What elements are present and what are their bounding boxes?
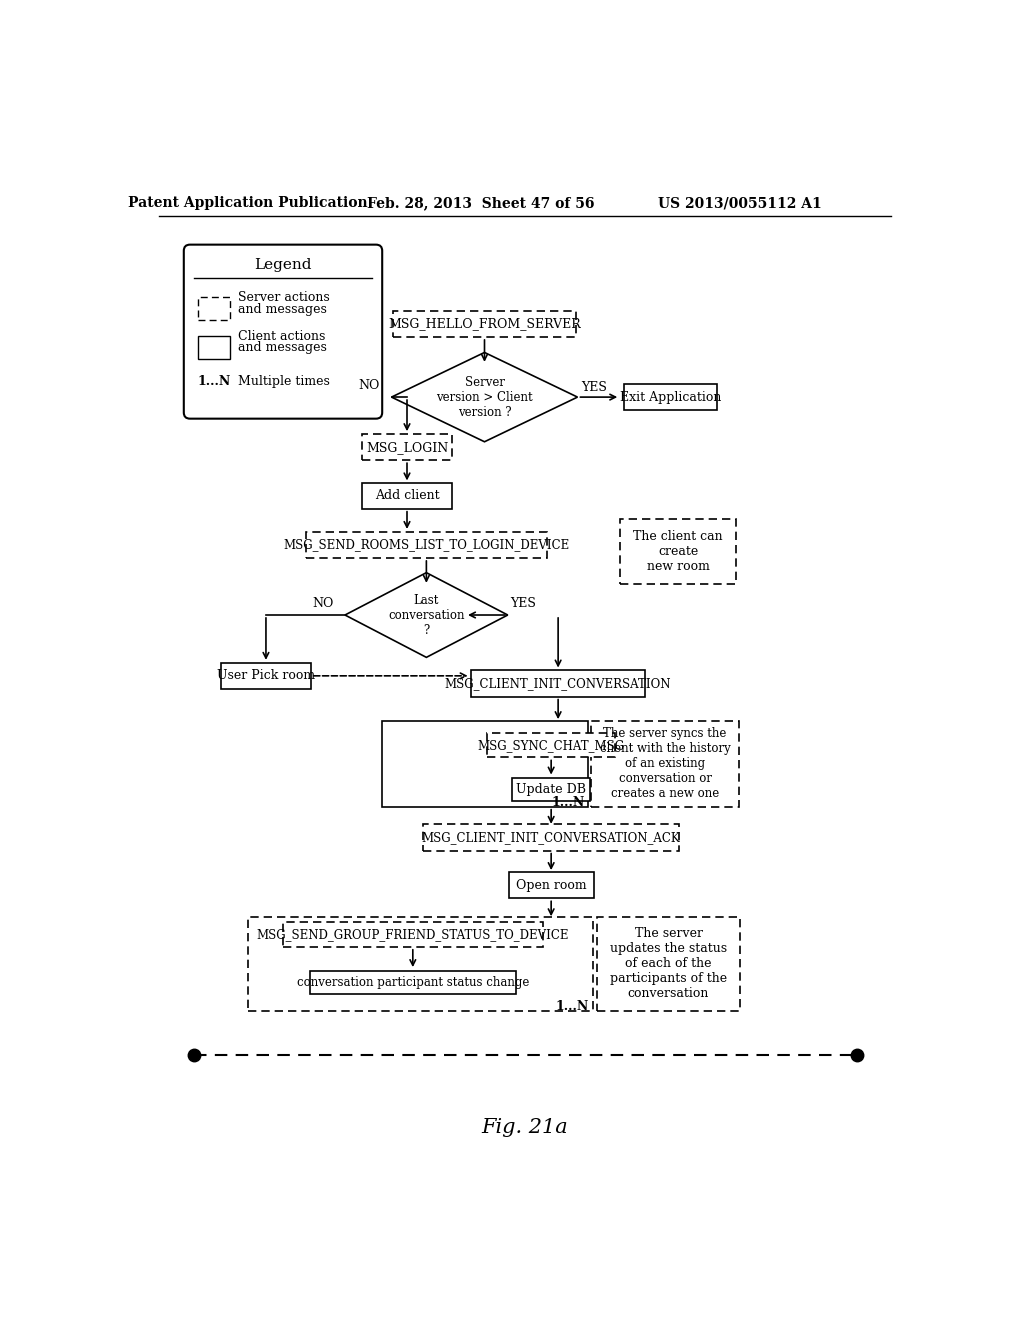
Text: 1...N: 1...N	[198, 375, 231, 388]
FancyBboxPatch shape	[362, 434, 452, 461]
Text: conversation participant status change: conversation participant status change	[297, 975, 529, 989]
FancyBboxPatch shape	[509, 873, 594, 899]
Text: MSG_CLIENT_INIT_CONVERSATION_ACK: MSG_CLIENT_INIT_CONVERSATION_ACK	[422, 832, 681, 843]
Text: US 2013/0055112 A1: US 2013/0055112 A1	[658, 197, 822, 210]
FancyBboxPatch shape	[393, 312, 575, 337]
FancyBboxPatch shape	[512, 779, 590, 801]
FancyBboxPatch shape	[221, 663, 310, 689]
FancyBboxPatch shape	[592, 721, 738, 807]
Text: 1...N: 1...N	[556, 999, 589, 1012]
Text: NO: NO	[312, 597, 334, 610]
FancyBboxPatch shape	[597, 917, 740, 1011]
Text: Add client: Add client	[375, 490, 439, 502]
FancyBboxPatch shape	[362, 483, 452, 508]
Text: Feb. 28, 2013  Sheet 47 of 56: Feb. 28, 2013 Sheet 47 of 56	[367, 197, 594, 210]
Polygon shape	[345, 573, 508, 657]
Polygon shape	[391, 352, 578, 442]
Text: and messages: and messages	[238, 342, 327, 354]
Text: and messages: and messages	[238, 302, 327, 315]
Text: MSG_SYNC_CHAT_MSG: MSG_SYNC_CHAT_MSG	[477, 739, 625, 751]
Text: The client can
create
new room: The client can create new room	[634, 531, 723, 573]
FancyBboxPatch shape	[306, 532, 547, 558]
Text: NO: NO	[358, 379, 380, 392]
Text: Server actions: Server actions	[238, 292, 330, 305]
Text: Multiple times: Multiple times	[238, 375, 330, 388]
Text: MSG_CLIENT_INIT_CONVERSATION: MSG_CLIENT_INIT_CONVERSATION	[444, 677, 672, 690]
FancyBboxPatch shape	[621, 519, 736, 585]
Text: MSG_LOGIN: MSG_LOGIN	[366, 441, 449, 454]
Text: Patent Application Publication: Patent Application Publication	[128, 197, 368, 210]
Text: YES: YES	[510, 597, 536, 610]
FancyBboxPatch shape	[183, 244, 382, 418]
Text: MSG_HELLO_FROM_SERVER: MSG_HELLO_FROM_SERVER	[388, 317, 581, 330]
FancyBboxPatch shape	[283, 923, 543, 946]
FancyBboxPatch shape	[198, 297, 230, 321]
FancyBboxPatch shape	[198, 335, 230, 359]
Text: The server syncs the
client with the history
of an existing
conversation or
crea: The server syncs the client with the his…	[600, 727, 730, 800]
FancyBboxPatch shape	[310, 970, 515, 994]
Text: YES: YES	[582, 380, 607, 393]
FancyBboxPatch shape	[624, 384, 717, 411]
FancyBboxPatch shape	[382, 721, 588, 807]
Text: Update DB: Update DB	[516, 783, 586, 796]
Text: Exit Application: Exit Application	[620, 391, 721, 404]
FancyBboxPatch shape	[487, 733, 615, 758]
Text: The server
updates the status
of each of the
participants of the
conversation: The server updates the status of each of…	[610, 928, 727, 1001]
Text: Last
conversation
?: Last conversation ?	[388, 594, 465, 636]
Text: MSG_SEND_GROUP_FRIEND_STATUS_TO_DEVICE: MSG_SEND_GROUP_FRIEND_STATUS_TO_DEVICE	[257, 928, 569, 941]
Text: Client actions: Client actions	[238, 330, 326, 343]
Text: Legend: Legend	[254, 257, 311, 272]
Text: Fig. 21a: Fig. 21a	[481, 1118, 568, 1137]
FancyBboxPatch shape	[248, 917, 593, 1011]
Text: Server
version > Client
version ?: Server version > Client version ?	[436, 376, 532, 418]
FancyBboxPatch shape	[471, 671, 645, 697]
Text: User Pick room: User Pick room	[217, 669, 315, 682]
Text: MSG_SEND_ROOMS_LIST_TO_LOGIN_DEVICE: MSG_SEND_ROOMS_LIST_TO_LOGIN_DEVICE	[284, 539, 569, 552]
FancyBboxPatch shape	[423, 825, 679, 850]
Text: 1...N: 1...N	[551, 796, 585, 809]
Text: Open room: Open room	[516, 879, 587, 892]
